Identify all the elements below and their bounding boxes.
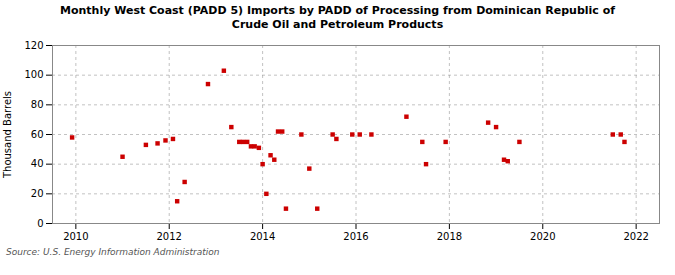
svg-text:100: 100 bbox=[24, 69, 43, 80]
svg-text:2022: 2022 bbox=[623, 230, 648, 241]
svg-text:2018: 2018 bbox=[437, 230, 462, 241]
svg-text:20: 20 bbox=[31, 188, 44, 199]
svg-text:2014: 2014 bbox=[250, 230, 275, 241]
svg-text:2016: 2016 bbox=[343, 230, 368, 241]
svg-text:80: 80 bbox=[31, 99, 44, 110]
svg-text:0: 0 bbox=[37, 217, 43, 228]
svg-text:120: 120 bbox=[24, 39, 43, 50]
svg-text:40: 40 bbox=[31, 158, 44, 169]
svg-text:2020: 2020 bbox=[530, 230, 555, 241]
html-text:Source: U.S. Energy Informatio: Source: U.S. Energy Information Administ… bbox=[6, 246, 220, 257]
svg-text:Thousand Barrels: Thousand Barrels bbox=[2, 91, 13, 179]
svg-text:2012: 2012 bbox=[157, 230, 182, 241]
svg-text:2010: 2010 bbox=[63, 230, 88, 241]
html-text:Monthly West Coast (PADD 5) Im: Monthly West Coast (PADD 5) Imports by P… bbox=[60, 4, 615, 32]
svg-text:60: 60 bbox=[31, 128, 44, 139]
